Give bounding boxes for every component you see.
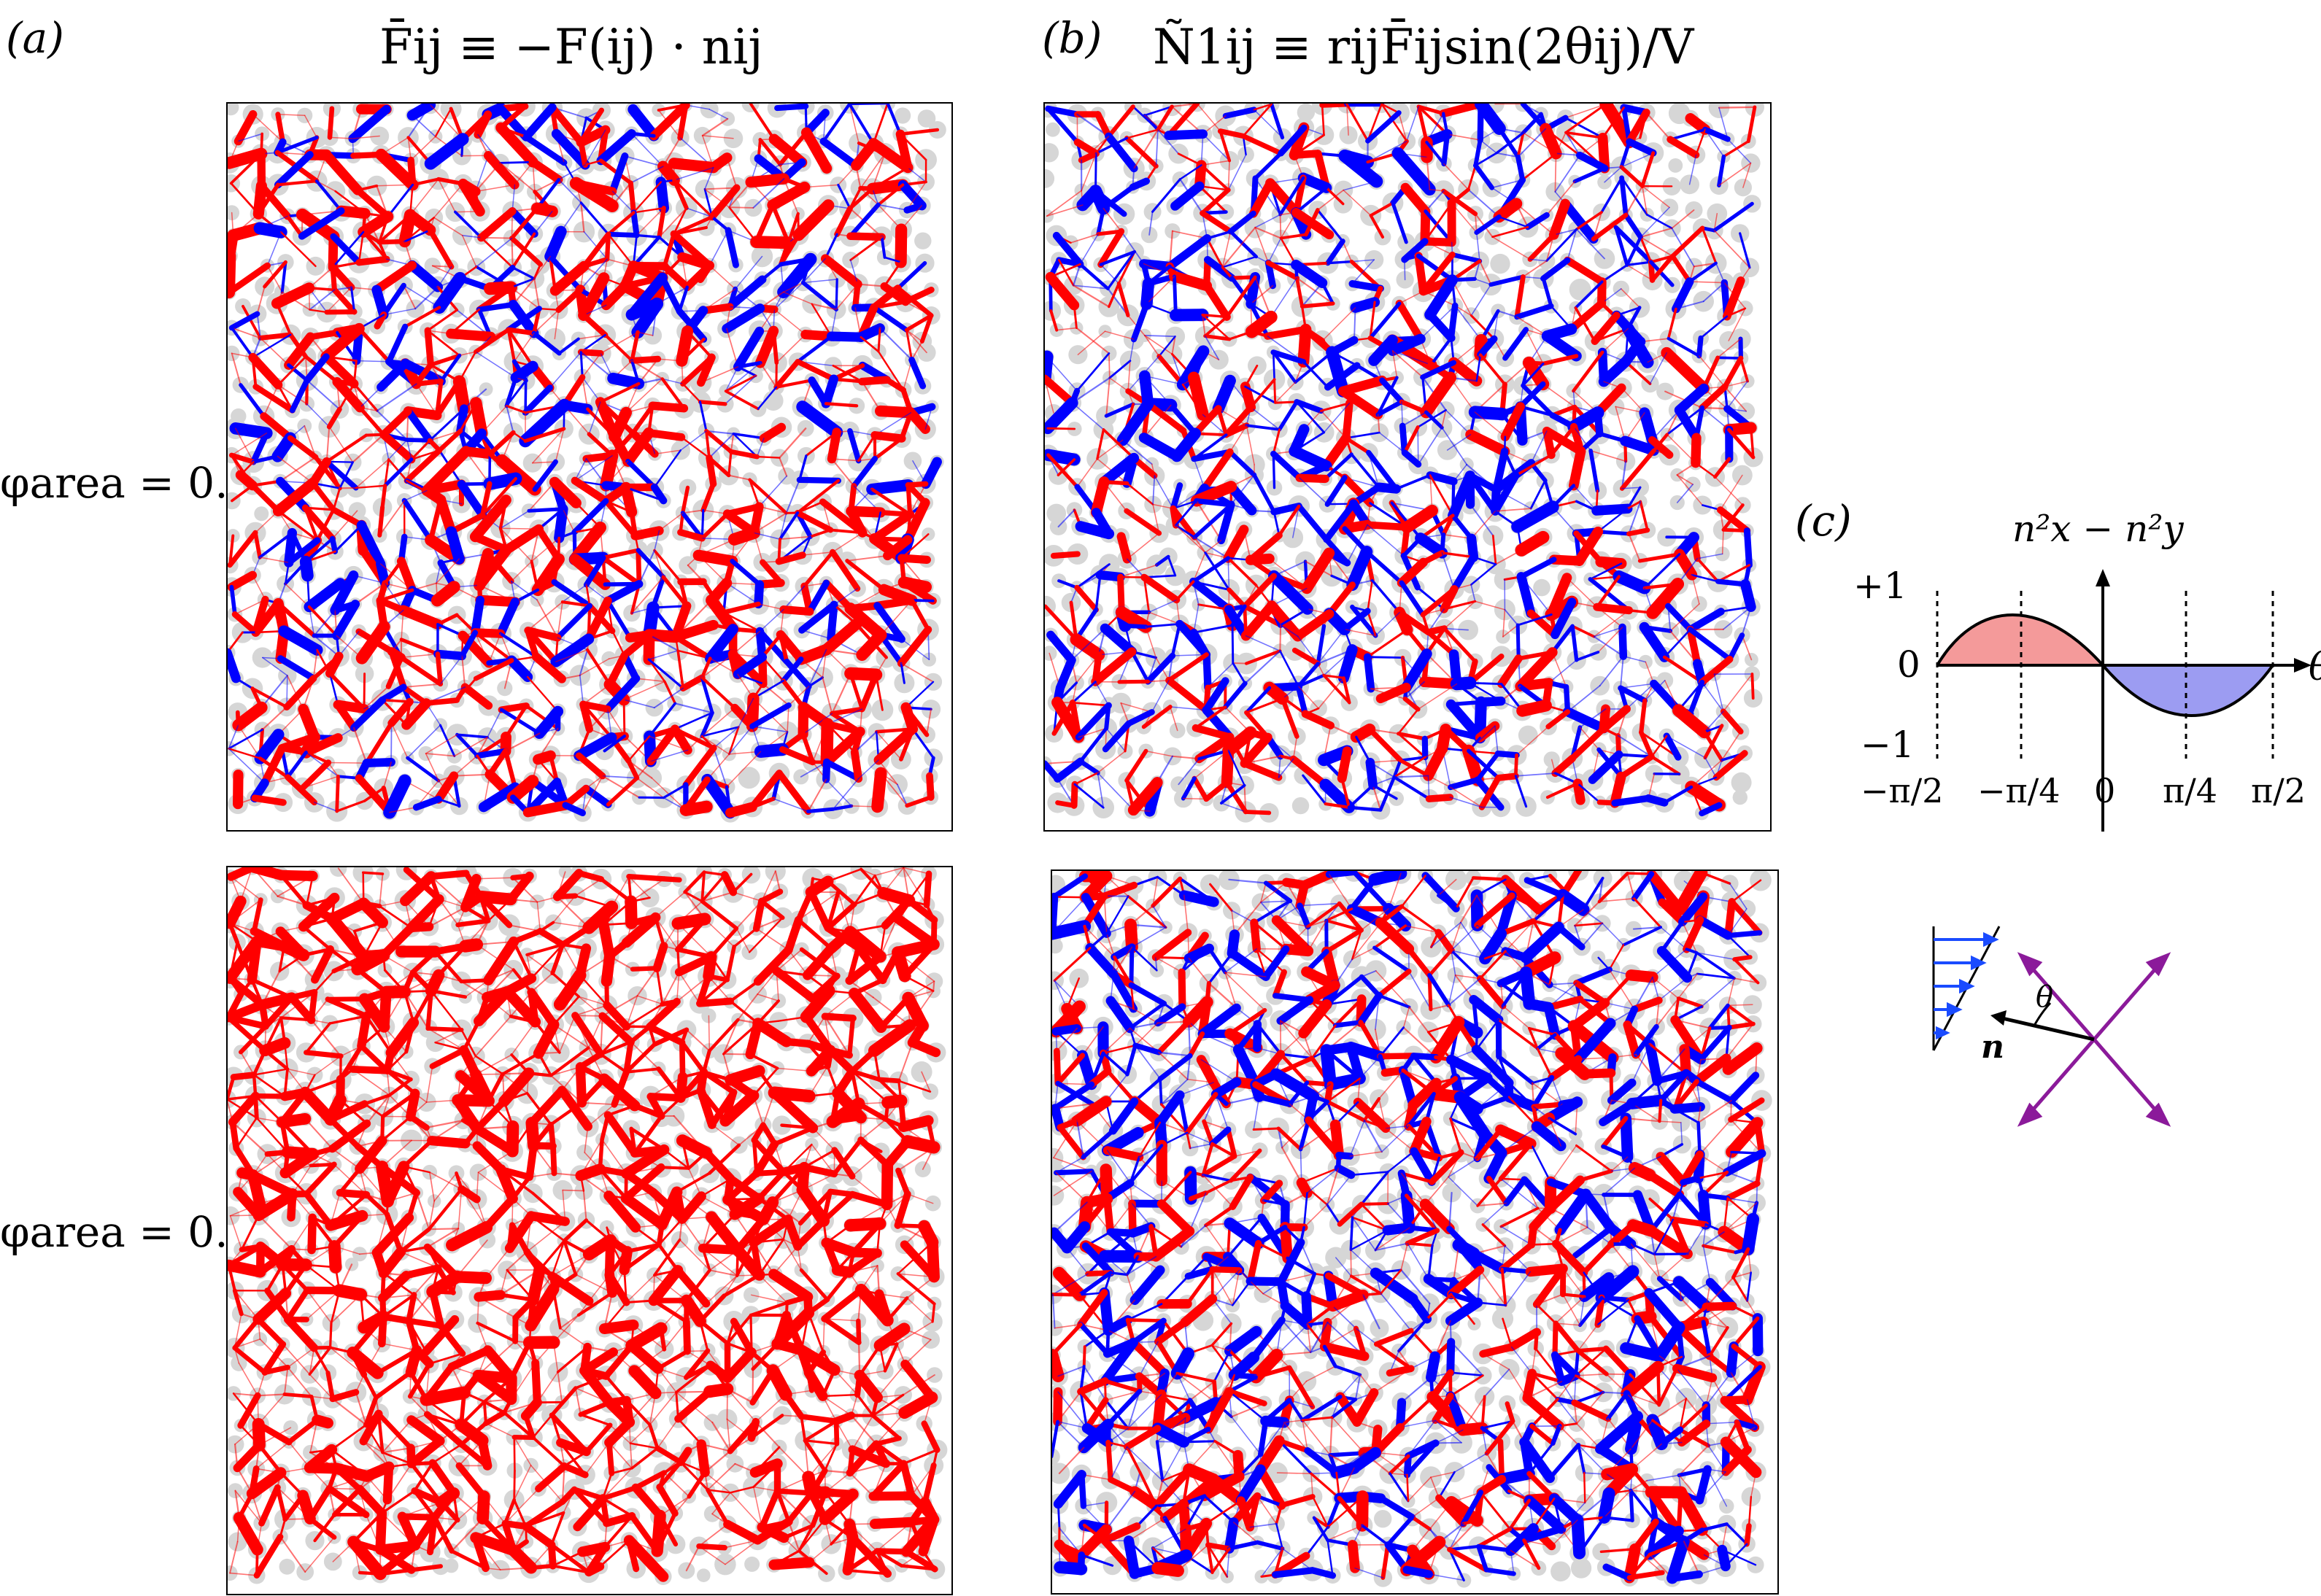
force-network-a2 xyxy=(228,867,948,1585)
inset-ylabel: n²x − n²y xyxy=(2012,511,2184,550)
row-label-phi-07: φarea = 0.7 xyxy=(0,458,255,508)
ytick-0: 0 xyxy=(1897,643,1920,686)
force-network-a1 xyxy=(228,104,946,823)
contact-bonds xyxy=(228,867,941,1582)
n-label: n xyxy=(1981,1029,2004,1066)
y-axis-arrow xyxy=(2096,569,2110,586)
normal-vector-head xyxy=(1990,1010,2007,1026)
contact-bonds xyxy=(228,104,942,819)
normal-vector xyxy=(1998,1015,2095,1042)
x-axis-arrow xyxy=(2294,658,2312,673)
panel-a-phi07 xyxy=(226,102,953,832)
title-force: F̄ij ≡ −F(ij) · nij xyxy=(379,19,763,75)
contact-bonds xyxy=(1045,104,1757,817)
panel-b-phi07 xyxy=(1043,102,1772,832)
ytick-plus1: +1 xyxy=(1853,565,1907,607)
xtick-neg-pi4: −π/4 xyxy=(1977,771,2061,810)
xtick-0: 0 xyxy=(2094,771,2115,810)
contact-bonds xyxy=(1052,871,1766,1584)
panel-label-a: (a) xyxy=(6,13,64,63)
panel-a-phi08 xyxy=(226,866,953,1595)
shear-schematic: θ n xyxy=(1932,926,2171,1127)
ytick-minus1: −1 xyxy=(1861,724,1915,766)
panel-label-b: (b) xyxy=(1042,13,1102,63)
panel-label-c: (c) xyxy=(1795,496,1852,546)
positive-lobe xyxy=(1937,615,2103,665)
inset-plot: n²x − n²y θ +1 0 −1 −π/2 −π/4 0 π/4 π/2 xyxy=(1853,511,2321,832)
panel-b-phi08 xyxy=(1051,869,1779,1595)
theta-label: θ xyxy=(2036,980,2053,1014)
title-normal-stress: Ñ1ij ≡ rijF̄ijsin(2θij)/V xyxy=(1153,19,1694,75)
xtick-pi4: π/4 xyxy=(2163,771,2217,810)
shear-arrows xyxy=(1934,931,1999,1040)
force-network-b1 xyxy=(1045,104,1764,823)
negative-lobe xyxy=(2103,665,2273,716)
xtick-neg-pi2: −π/2 xyxy=(1861,771,1944,810)
inset-xvar: θ xyxy=(2309,646,2321,689)
theta-arc xyxy=(2033,1002,2052,1026)
xtick-pi2: π/2 xyxy=(2251,771,2306,810)
force-network-b2 xyxy=(1052,871,1772,1588)
row-label-phi-08: φarea = 0.8 xyxy=(0,1207,255,1257)
